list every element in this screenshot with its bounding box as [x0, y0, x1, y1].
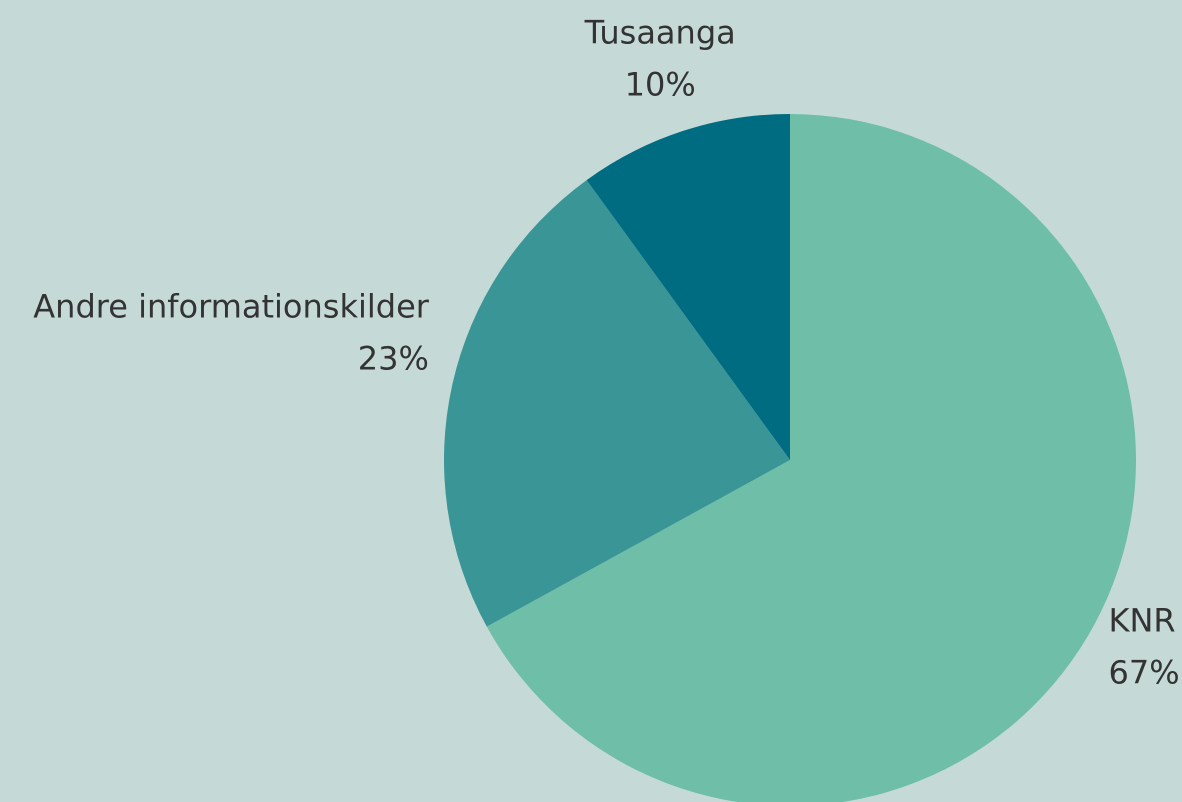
slice-label: Tusaanga: [584, 14, 736, 52]
slice-label: Andre informationskilder: [33, 287, 429, 325]
slice-value-label: 67%: [1108, 653, 1179, 691]
pie-slice: [444, 180, 790, 627]
pie-slice: [586, 114, 790, 460]
pie-slice: [486, 114, 1136, 802]
slice-value-label: 10%: [625, 66, 696, 104]
slice-label: KNR: [1108, 601, 1175, 639]
slice-value-label: 23%: [358, 339, 429, 377]
